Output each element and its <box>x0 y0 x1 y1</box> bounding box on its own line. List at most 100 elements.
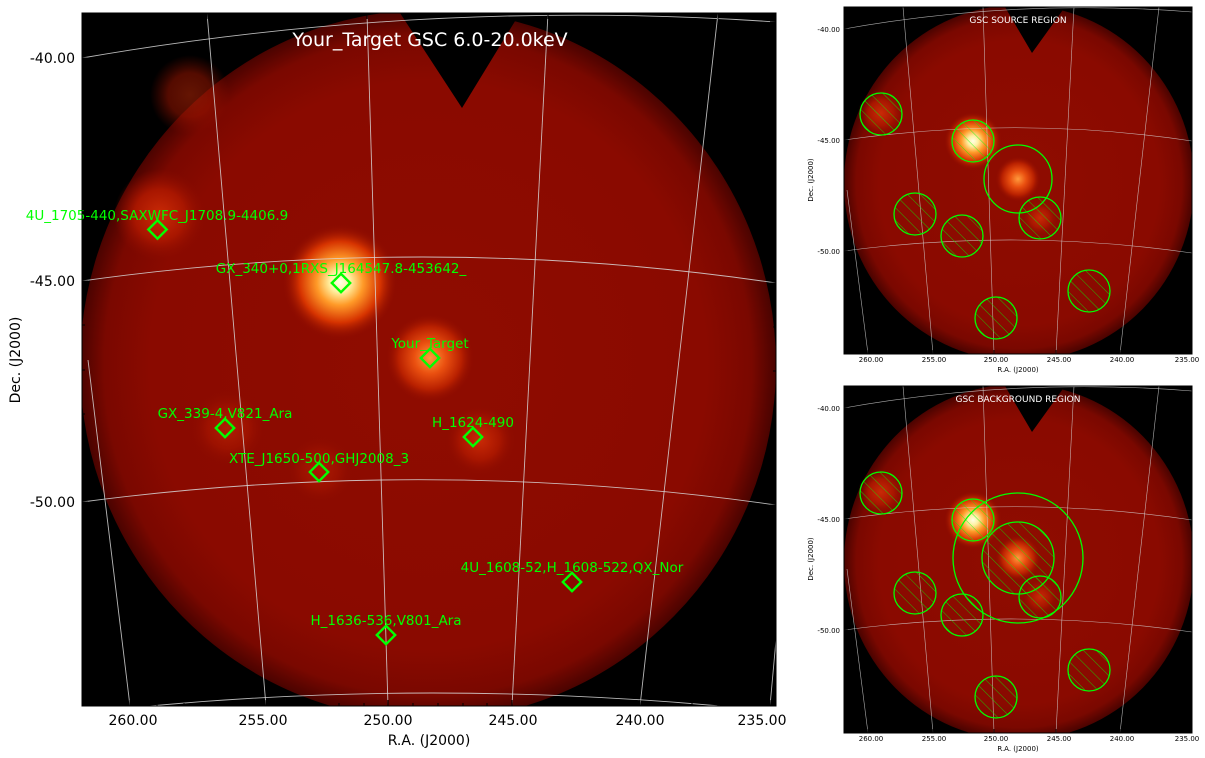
source-marker[interactable] <box>308 461 330 483</box>
source-marker[interactable] <box>462 426 484 448</box>
source-ylabel: Dec. (J2000) <box>807 158 815 202</box>
source-marker[interactable] <box>214 417 236 439</box>
main-xlabel: R.A. (J2000) <box>388 733 471 749</box>
source-coordinate-grid <box>844 7 1192 354</box>
ytick-label: -50.00 <box>30 495 75 511</box>
ytick-label: -50.00 <box>817 248 840 256</box>
source-ticks <box>844 28 1187 354</box>
xtick-label: 255.00 <box>922 735 947 743</box>
source-label: 4U_1705-440,SAXWFC_J1708.9-4406.9 <box>26 208 288 224</box>
source-marker[interactable] <box>419 347 441 369</box>
excluded-source-circle[interactable] <box>893 571 937 615</box>
background-xlabel: R.A. (J2000) <box>997 745 1039 753</box>
grid-ra-250 <box>366 13 389 706</box>
main-source-markers <box>146 218 583 646</box>
source-xtick-labels: 260.00 255.00 250.00 245.00 240.00 235.0… <box>859 356 1200 364</box>
source-label: Your_Target <box>390 336 468 352</box>
xtick-label: 245.00 <box>1047 356 1072 364</box>
source-panel-title: GSC SOURCE REGION <box>969 16 1066 26</box>
ytick-label: -45.00 <box>817 137 840 145</box>
xtick-label: 235.00 <box>1175 356 1200 364</box>
excluded-source-circle[interactable] <box>940 593 984 637</box>
xtick-label: 245.00 <box>1047 735 1072 743</box>
main-sky-image <box>82 13 776 706</box>
excluded-source-circle[interactable] <box>974 296 1018 340</box>
xtick-label: 250.00 <box>364 713 413 729</box>
xtick-label: 240.00 <box>616 713 665 729</box>
ytick-label: -45.00 <box>817 516 840 524</box>
ytick-label: -45.00 <box>30 274 75 290</box>
source-blob-target <box>995 156 1041 202</box>
ytick-label: -40.00 <box>817 405 840 413</box>
main-xtick-labels: 260.00 255.00 250.00 245.00 240.00 235.0… <box>109 713 787 729</box>
background-annulus-outer[interactable] <box>952 492 1084 624</box>
main-blob-gx339 <box>190 390 266 466</box>
grid-dec-50 <box>82 479 776 506</box>
xtick-label: 235.00 <box>1175 735 1200 743</box>
xtick-label: 240.00 <box>1110 356 1135 364</box>
background-region-image <box>844 386 1192 733</box>
background-ylabel: Dec. (J2000) <box>807 537 815 581</box>
xtick-label: 240.00 <box>1110 735 1135 743</box>
grid-ra-260 <box>87 359 131 706</box>
source-exclusion-regions <box>859 92 1111 340</box>
excluded-source-circle[interactable] <box>951 119 995 163</box>
main-disk-notch <box>400 13 520 108</box>
xtick-label: 250.00 <box>984 735 1009 743</box>
main-coordinate-grid <box>82 13 776 706</box>
xtick-label: 260.00 <box>859 356 884 364</box>
main-ylabel: Dec. (J2000) <box>8 317 24 404</box>
excluded-source-circle[interactable] <box>893 192 937 236</box>
main-blob-north <box>150 55 230 135</box>
main-ytick-labels: -40.00 -45.00 -50.00 <box>30 51 75 511</box>
source-marker[interactable] <box>561 571 583 593</box>
source-label: H_1624-490 <box>432 415 514 431</box>
grid-ra-255 <box>206 13 267 706</box>
source-label: H_1636-536,V801_Ara <box>311 613 462 629</box>
excluded-source-circle[interactable] <box>974 675 1018 719</box>
xtick-label: 255.00 <box>922 356 947 364</box>
background-xtick-labels: 260.00 255.00 250.00 245.00 240.00 235.0… <box>859 735 1200 743</box>
background-frame <box>843 385 1193 734</box>
xtick-label: 235.00 <box>738 713 787 729</box>
xtick-label: 250.00 <box>984 356 1009 364</box>
source-xlabel: R.A. (J2000) <box>997 366 1039 374</box>
grid-dec-55 <box>149 692 721 706</box>
source-label: 4U_1608-52,H_1608-522,QX_Nor <box>461 560 684 576</box>
grid-ra-235 <box>769 639 776 706</box>
source-marker[interactable] <box>330 272 352 294</box>
grid-dec-40 <box>82 14 776 59</box>
excluded-source-circle[interactable] <box>1067 269 1111 313</box>
excluded-source-circle[interactable] <box>859 92 903 136</box>
excluded-source-circle[interactable] <box>940 214 984 258</box>
background-exclusion-regions <box>859 471 1111 719</box>
source-label: XTE_J1650-500,GHJ2008_3 <box>229 451 409 467</box>
main-blob-4u1705 <box>114 169 206 261</box>
main-source-labels: 4U_1705-440,SAXWFC_J1708.9-4406.9 GX_340… <box>26 208 684 629</box>
excluded-source-circle[interactable] <box>859 471 903 515</box>
main-blob-gx340 <box>282 224 398 340</box>
main-blob-target <box>385 313 475 403</box>
ytick-label: -50.00 <box>817 627 840 635</box>
source-marker[interactable] <box>375 624 397 646</box>
main-frame <box>81 12 777 707</box>
source-frame <box>843 6 1193 355</box>
excluded-source-circle[interactable] <box>1067 648 1111 692</box>
source-region-image <box>844 7 1192 354</box>
source-extraction-circle[interactable] <box>983 144 1053 214</box>
background-panel-title: GSC BACKGROUND REGION <box>956 395 1081 405</box>
source-disk-notch <box>1005 7 1065 53</box>
ytick-label: -40.00 <box>30 51 75 67</box>
xtick-label: 260.00 <box>109 713 158 729</box>
excluded-source-circle[interactable] <box>1018 196 1062 240</box>
grid-ra-245 <box>511 13 549 706</box>
excluded-source-circle[interactable] <box>1018 575 1062 619</box>
background-disk-notch <box>1005 386 1065 432</box>
xtick-label: 255.00 <box>239 713 288 729</box>
background-ticks <box>844 407 1187 733</box>
source-marker[interactable] <box>146 218 169 241</box>
excluded-source-circle[interactable] <box>951 498 995 542</box>
source-label: GX_339-4,V821_Ara <box>158 406 293 422</box>
ytick-label: -40.00 <box>817 26 840 34</box>
source-ytick-labels: -40.00 -45.00 -50.00 <box>817 26 840 256</box>
